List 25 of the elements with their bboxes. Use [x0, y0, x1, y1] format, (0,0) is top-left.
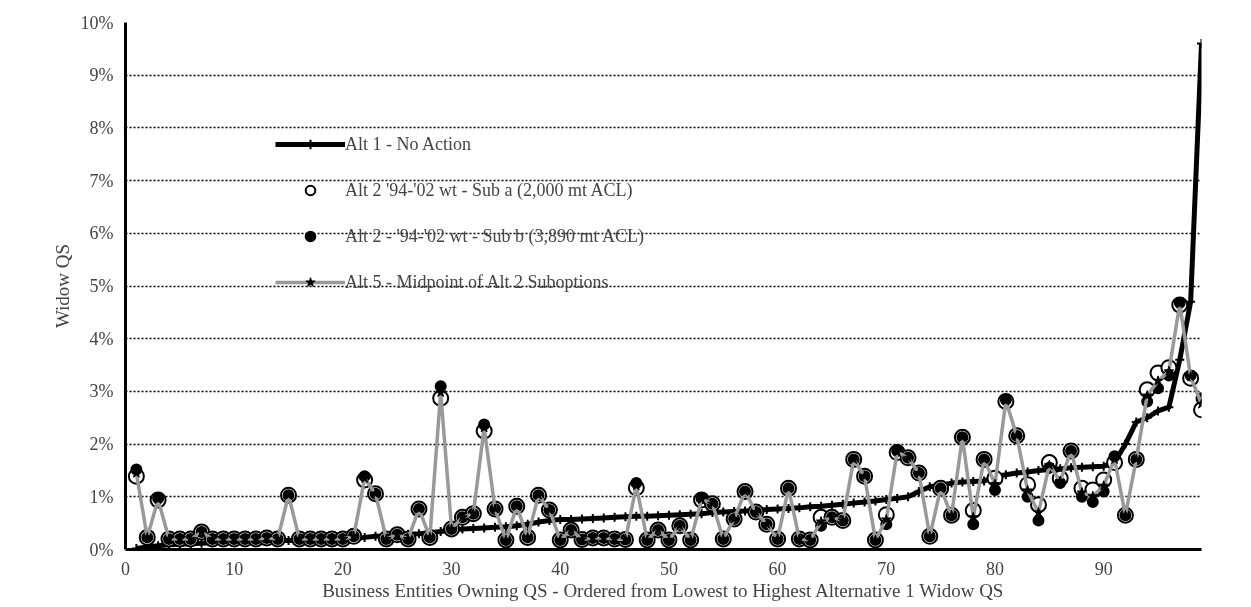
x-tick-label: 90 — [1094, 558, 1113, 579]
legend-label: Alt 1 - No Action — [345, 133, 471, 155]
y-tick-label: 3% — [89, 381, 114, 402]
x-tick-label: 40 — [551, 558, 570, 579]
legend-label: Alt 2 '94-'02 wt - Sub a (2,000 mt ACL) — [345, 179, 633, 201]
x-tick-label: 20 — [333, 558, 352, 579]
y-axis-title: Widow QS — [51, 243, 73, 329]
x-tick-label: 30 — [442, 558, 461, 579]
x-axis-title: Business Entities Owning QS - Ordered from Lowest to Highest Alternative 1 Widow QS — [322, 579, 1004, 601]
y-tick-label: 10% — [80, 12, 114, 33]
x-tick-label: 60 — [768, 558, 787, 579]
y-tick-label: 0% — [89, 539, 114, 560]
y-tick-label: 1% — [89, 486, 114, 507]
y-tick-label: 6% — [89, 223, 114, 244]
x-tick-label: 0 — [121, 558, 130, 579]
y-tick-label: 4% — [89, 328, 114, 349]
x-tick-label: 50 — [659, 558, 678, 579]
y-tick-label: 2% — [89, 434, 114, 455]
x-tick-label: 80 — [985, 558, 1004, 579]
y-tick-label: 8% — [89, 117, 114, 138]
y-tick-label: 5% — [89, 276, 114, 296]
y-tick-label: 7% — [89, 170, 114, 191]
x-tick-label: 10 — [225, 558, 244, 579]
x-tick-label: 70 — [877, 558, 896, 579]
y-tick-label: 9% — [89, 65, 114, 86]
